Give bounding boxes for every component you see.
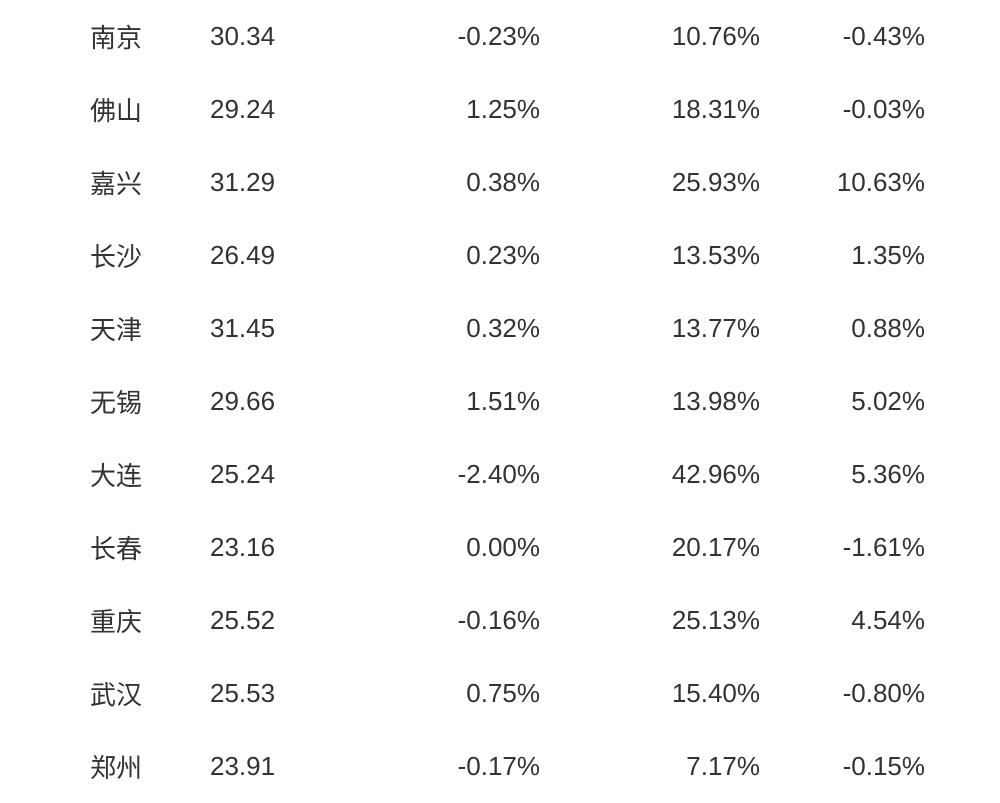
table-cell-val1: 26.49 [210,219,360,292]
table-cell-city: 天津 [0,292,210,365]
table-row: 大连25.24-2.40%42.96%5.36% [0,438,1000,511]
table-cell-val3: 25.93% [570,146,790,219]
table-cell-val4: 1.35% [790,219,1000,292]
table-cell-val4: -0.15% [790,730,1000,803]
table-cell-val4: -0.03% [790,73,1000,146]
table-cell-val3: 13.77% [570,292,790,365]
table-cell-city: 嘉兴 [0,146,210,219]
table-cell-val2: -0.16% [360,584,570,657]
table-row: 佛山29.241.25%18.31%-0.03% [0,73,1000,146]
table-cell-city: 大连 [0,438,210,511]
table-row: 郑州23.91-0.17%7.17%-0.15% [0,730,1000,803]
table-cell-val1: 29.24 [210,73,360,146]
table-row: 无锡29.661.51%13.98%5.02% [0,365,1000,438]
table-cell-city: 无锡 [0,365,210,438]
table-cell-val2: 1.51% [360,365,570,438]
table-cell-val3: 15.40% [570,657,790,730]
table-cell-val4: 4.54% [790,584,1000,657]
table-cell-val2: -0.23% [360,0,570,73]
data-table-container: 南京30.34-0.23%10.76%-0.43%佛山29.241.25%18.… [0,0,1000,803]
table-cell-val3: 25.13% [570,584,790,657]
table-row: 嘉兴31.290.38%25.93%10.63% [0,146,1000,219]
table-row: 天津31.450.32%13.77%0.88% [0,292,1000,365]
table-cell-val4: -0.80% [790,657,1000,730]
table-cell-city: 郑州 [0,730,210,803]
table-cell-city: 武汉 [0,657,210,730]
table-cell-val2: 0.00% [360,511,570,584]
data-table: 南京30.34-0.23%10.76%-0.43%佛山29.241.25%18.… [0,0,1000,803]
table-cell-val2: 0.32% [360,292,570,365]
table-cell-city: 长沙 [0,219,210,292]
table-cell-city: 南京 [0,0,210,73]
table-cell-val2: -2.40% [360,438,570,511]
table-cell-val1: 23.91 [210,730,360,803]
table-cell-city: 重庆 [0,584,210,657]
table-cell-val1: 31.29 [210,146,360,219]
table-cell-val3: 13.98% [570,365,790,438]
table-cell-val3: 20.17% [570,511,790,584]
table-row: 长沙26.490.23%13.53%1.35% [0,219,1000,292]
table-cell-val2: -0.17% [360,730,570,803]
table-cell-val4: 10.63% [790,146,1000,219]
table-row: 南京30.34-0.23%10.76%-0.43% [0,0,1000,73]
table-cell-val3: 18.31% [570,73,790,146]
table-cell-val1: 25.24 [210,438,360,511]
table-cell-val1: 29.66 [210,365,360,438]
table-body: 南京30.34-0.23%10.76%-0.43%佛山29.241.25%18.… [0,0,1000,803]
table-cell-city: 佛山 [0,73,210,146]
table-cell-val2: 0.23% [360,219,570,292]
table-cell-val2: 0.38% [360,146,570,219]
table-cell-val2: 0.75% [360,657,570,730]
table-cell-val1: 25.52 [210,584,360,657]
table-row: 重庆25.52-0.16%25.13%4.54% [0,584,1000,657]
table-row: 长春23.160.00%20.17%-1.61% [0,511,1000,584]
table-cell-val3: 10.76% [570,0,790,73]
table-cell-val1: 25.53 [210,657,360,730]
table-cell-val1: 31.45 [210,292,360,365]
table-cell-val3: 7.17% [570,730,790,803]
table-cell-val4: -1.61% [790,511,1000,584]
table-cell-val2: 1.25% [360,73,570,146]
table-cell-val4: 0.88% [790,292,1000,365]
table-cell-val1: 23.16 [210,511,360,584]
table-cell-val4: 5.02% [790,365,1000,438]
table-row: 武汉25.530.75%15.40%-0.80% [0,657,1000,730]
table-cell-city: 长春 [0,511,210,584]
table-cell-val3: 42.96% [570,438,790,511]
table-cell-val3: 13.53% [570,219,790,292]
table-cell-val4: -0.43% [790,0,1000,73]
table-cell-val4: 5.36% [790,438,1000,511]
table-cell-val1: 30.34 [210,0,360,73]
